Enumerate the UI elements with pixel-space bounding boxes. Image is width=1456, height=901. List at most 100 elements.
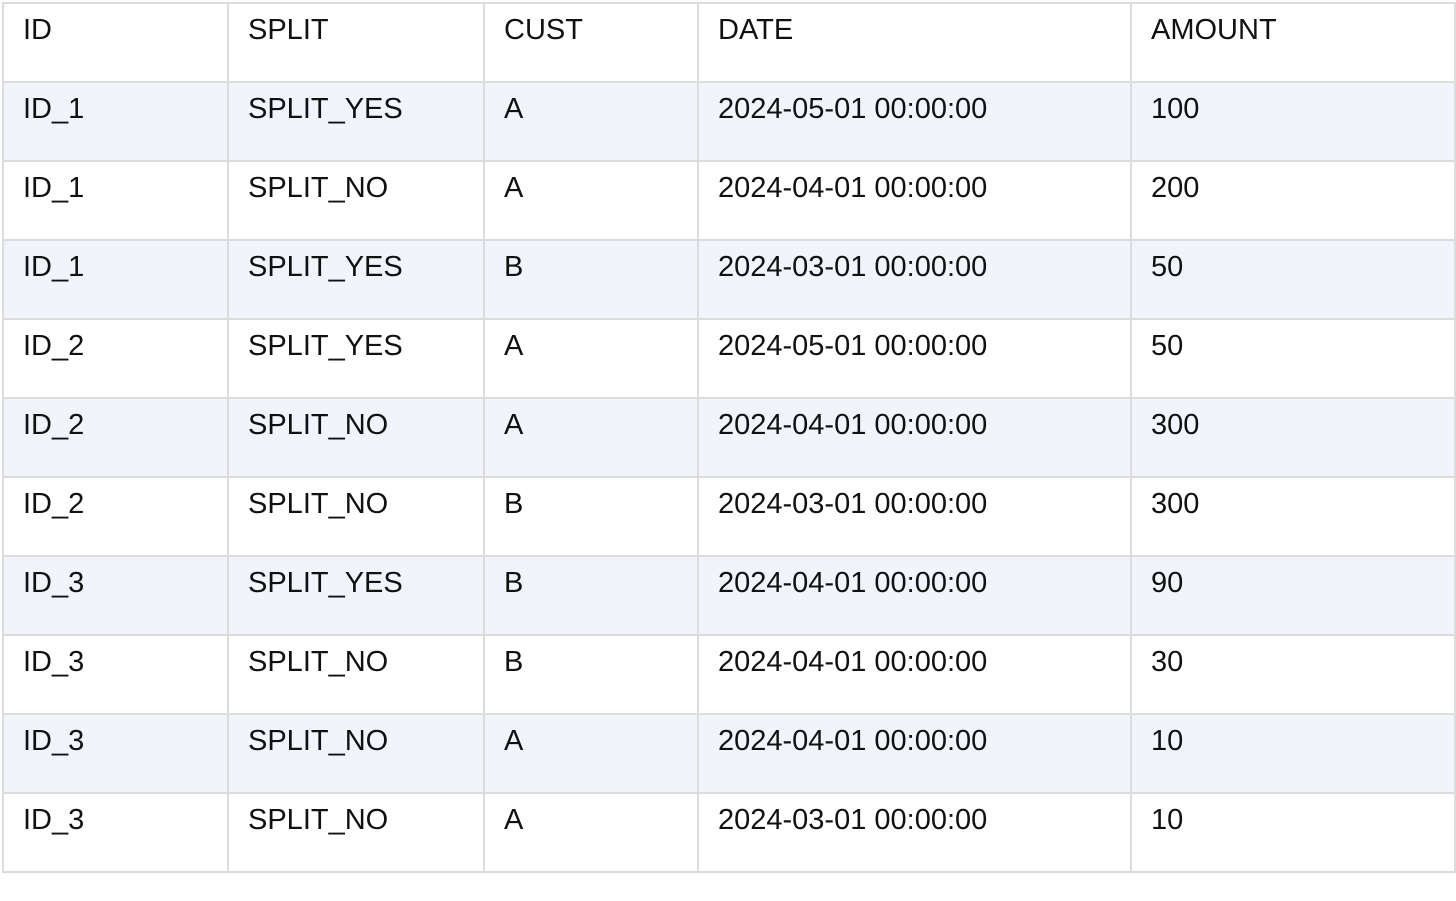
cell-amount: 10 — [1130, 713, 1456, 794]
cell-value: B — [504, 646, 524, 678]
table-row: ID_1 SPLIT_YES B 2024-03-01 00:00:00 50 — [2, 239, 1456, 320]
cell-cust: B — [483, 555, 699, 636]
cell-cust: A — [483, 160, 699, 241]
cell-amount: 200 — [1130, 160, 1456, 241]
cell-split: SPLIT_NO — [227, 792, 485, 873]
cell-split: SPLIT_NO — [227, 397, 485, 478]
cell-value: 200 — [1151, 172, 1200, 204]
cell-value: SPLIT_NO — [248, 646, 389, 678]
cell-split: SPLIT_YES — [227, 318, 485, 399]
cell-value: ID_3 — [23, 725, 85, 757]
cell-id: ID_1 — [2, 81, 229, 162]
cell-date: 2024-05-01 00:00:00 — [697, 318, 1132, 399]
cell-value: SPLIT_YES — [248, 330, 403, 362]
table-row: ID_3 SPLIT_NO A 2024-03-01 00:00:00 10 — [2, 792, 1456, 873]
table-body: ID_1 SPLIT_YES A 2024-05-01 00:00:00 100… — [2, 81, 1456, 873]
cell-value: ID_1 — [23, 93, 85, 125]
cell-value: SPLIT_NO — [248, 409, 389, 441]
column-header-label: SPLIT — [248, 14, 329, 46]
table-row: ID_2 SPLIT_YES A 2024-05-01 00:00:00 50 — [2, 318, 1456, 399]
cell-amount: 30 — [1130, 634, 1456, 715]
column-header-date: DATE — [697, 2, 1132, 83]
cell-value: ID_3 — [23, 646, 85, 678]
column-header-label: ID — [23, 14, 52, 46]
cell-split: SPLIT_YES — [227, 81, 485, 162]
cell-value: 2024-04-01 00:00:00 — [718, 567, 988, 599]
cell-amount: 50 — [1130, 318, 1456, 399]
cell-value: 2024-03-01 00:00:00 — [718, 251, 988, 283]
cell-value: 2024-05-01 00:00:00 — [718, 93, 988, 125]
cell-split: SPLIT_NO — [227, 634, 485, 715]
cell-date: 2024-04-01 00:00:00 — [697, 555, 1132, 636]
cell-amount: 10 — [1130, 792, 1456, 873]
table-row: ID_1 SPLIT_YES A 2024-05-01 00:00:00 100 — [2, 81, 1456, 162]
cell-cust: B — [483, 634, 699, 715]
cell-id: ID_3 — [2, 792, 229, 873]
table-header: ID SPLIT CUST DATE AMOUNT — [2, 2, 1456, 83]
column-header-amount: AMOUNT — [1130, 2, 1456, 83]
cell-cust: B — [483, 476, 699, 557]
cell-date: 2024-04-01 00:00:00 — [697, 713, 1132, 794]
cell-value: ID_2 — [23, 409, 85, 441]
cell-date: 2024-04-01 00:00:00 — [697, 160, 1132, 241]
column-header-split: SPLIT — [227, 2, 485, 83]
cell-amount: 90 — [1130, 555, 1456, 636]
cell-value: 2024-04-01 00:00:00 — [718, 172, 988, 204]
cell-split: SPLIT_NO — [227, 713, 485, 794]
cell-value: 2024-04-01 00:00:00 — [718, 725, 988, 757]
cell-id: ID_1 — [2, 160, 229, 241]
cell-value: A — [504, 804, 524, 836]
cell-date: 2024-05-01 00:00:00 — [697, 81, 1132, 162]
cell-value: SPLIT_YES — [248, 93, 403, 125]
cell-value: ID_1 — [23, 172, 85, 204]
cell-cust: A — [483, 713, 699, 794]
table-row: ID_2 SPLIT_NO B 2024-03-01 00:00:00 300 — [2, 476, 1456, 557]
table-row: ID_3 SPLIT_YES B 2024-04-01 00:00:00 90 — [2, 555, 1456, 636]
cell-id: ID_3 — [2, 713, 229, 794]
cell-value: A — [504, 93, 524, 125]
cell-value: A — [504, 409, 524, 441]
cell-value: 50 — [1151, 330, 1184, 362]
cell-value: 300 — [1151, 409, 1200, 441]
cell-value: SPLIT_NO — [248, 725, 389, 757]
cell-value: B — [504, 251, 524, 283]
table-row: ID_3 SPLIT_NO A 2024-04-01 00:00:00 10 — [2, 713, 1456, 794]
cell-split: SPLIT_NO — [227, 476, 485, 557]
cell-cust: A — [483, 397, 699, 478]
cell-value: 300 — [1151, 488, 1200, 520]
column-header-label: DATE — [718, 14, 794, 46]
table-row: ID_3 SPLIT_NO B 2024-04-01 00:00:00 30 — [2, 634, 1456, 715]
cell-cust: A — [483, 81, 699, 162]
cell-id: ID_1 — [2, 239, 229, 320]
cell-value: 50 — [1151, 251, 1184, 283]
cell-amount: 100 — [1130, 81, 1456, 162]
column-header-label: CUST — [504, 14, 583, 46]
cell-date: 2024-04-01 00:00:00 — [697, 634, 1132, 715]
cell-cust: A — [483, 318, 699, 399]
cell-split: SPLIT_YES — [227, 555, 485, 636]
table-row: ID_1 SPLIT_NO A 2024-04-01 00:00:00 200 — [2, 160, 1456, 241]
cell-value: SPLIT_NO — [248, 804, 389, 836]
cell-value: B — [504, 488, 524, 520]
column-header-label: AMOUNT — [1151, 14, 1277, 46]
cell-value: ID_1 — [23, 251, 85, 283]
cell-value: SPLIT_YES — [248, 567, 403, 599]
cell-value: A — [504, 172, 524, 204]
header-row: ID SPLIT CUST DATE AMOUNT — [2, 2, 1456, 83]
cell-value: A — [504, 725, 524, 757]
cell-date: 2024-03-01 00:00:00 — [697, 476, 1132, 557]
data-table: ID SPLIT CUST DATE AMOUNT ID_1 SPLIT_YES… — [2, 2, 1456, 873]
cell-id: ID_2 — [2, 318, 229, 399]
cell-value: 2024-03-01 00:00:00 — [718, 804, 988, 836]
cell-value: B — [504, 567, 524, 599]
cell-value: ID_3 — [23, 804, 85, 836]
cell-value: SPLIT_YES — [248, 251, 403, 283]
cell-amount: 300 — [1130, 476, 1456, 557]
cell-amount: 50 — [1130, 239, 1456, 320]
cell-value: ID_2 — [23, 488, 85, 520]
cell-value: SPLIT_NO — [248, 488, 389, 520]
cell-value: 30 — [1151, 646, 1184, 678]
cell-cust: B — [483, 239, 699, 320]
cell-id: ID_2 — [2, 397, 229, 478]
